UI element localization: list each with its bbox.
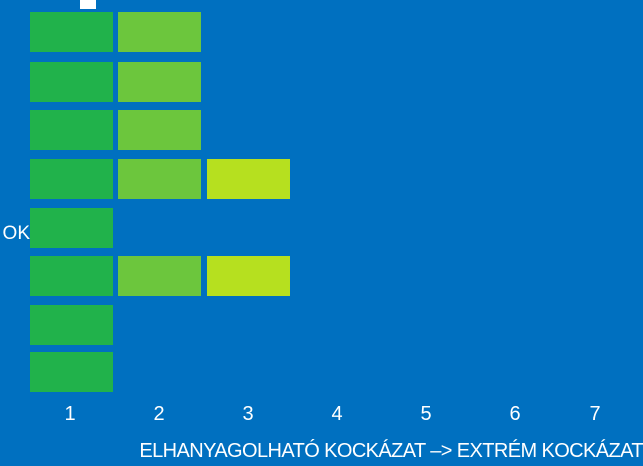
risk-cell-row3-col2 <box>118 110 201 150</box>
x-tick-2: 2 <box>153 403 165 425</box>
risk-cell-row6-col1 <box>30 256 113 296</box>
risk-cell-row2-col2 <box>118 62 201 102</box>
risk-cell-row6-col3 <box>207 256 290 296</box>
risk-cell-row1-col2 <box>118 12 201 52</box>
row-label-fragment: OK <box>2 223 30 244</box>
risk-cell-row8-col1 <box>30 352 113 392</box>
x-tick-6: 6 <box>509 403 521 425</box>
risk-cell-row5-col1 <box>30 208 113 248</box>
risk-cell-row4-col1 <box>30 159 113 199</box>
risk-cell-row4-col2 <box>118 159 201 199</box>
x-tick-4: 4 <box>331 403 343 425</box>
x-tick-1: 1 <box>64 403 76 425</box>
risk-cell-row2-col1 <box>30 62 113 102</box>
risk-cell-row6-col2 <box>118 256 201 296</box>
x-tick-7: 7 <box>589 403 601 425</box>
x-tick-3: 3 <box>242 403 254 425</box>
risk-cell-row3-col1 <box>30 110 113 150</box>
risk-cell-row4-col3 <box>207 159 290 199</box>
top-fragment-mark <box>80 0 96 9</box>
axis-caption: ELHANYAGOLHATÓ KOCKÁZAT –> EXTRÉM KOCKÁZ… <box>139 440 643 462</box>
risk-cell-row7-col1 <box>30 305 113 345</box>
x-tick-5: 5 <box>420 403 432 425</box>
risk-cell-row1-col1 <box>30 12 113 52</box>
